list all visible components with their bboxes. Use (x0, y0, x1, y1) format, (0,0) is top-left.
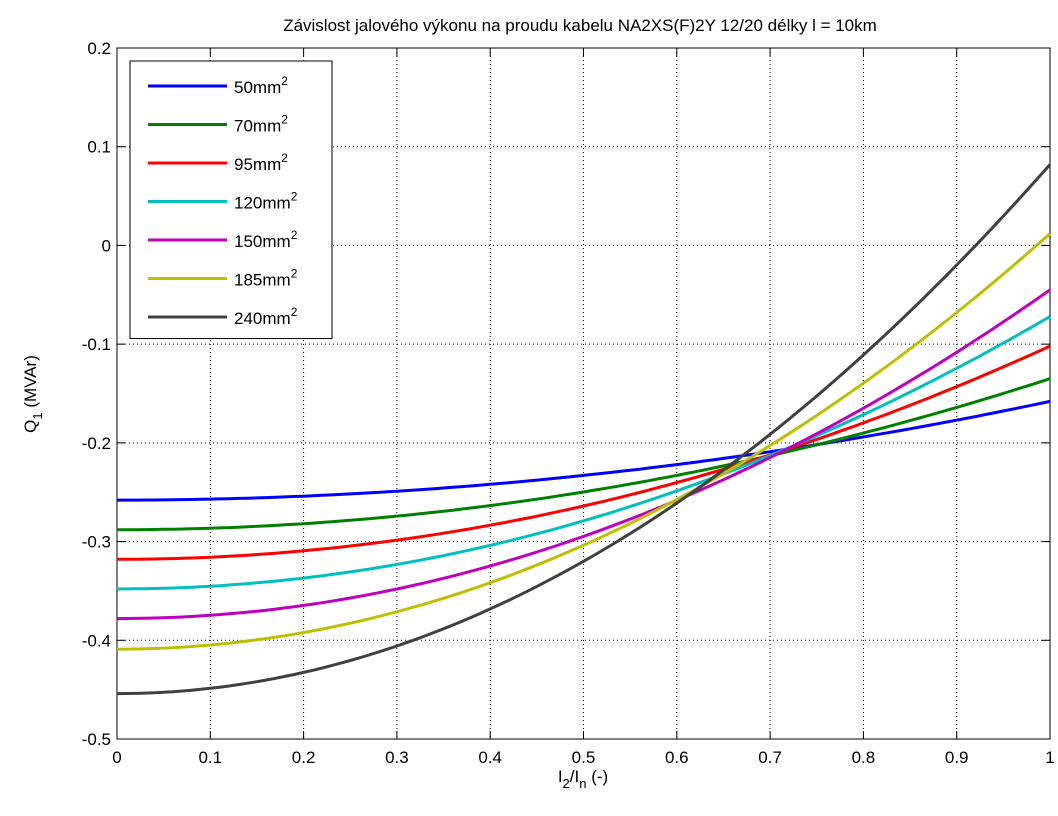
legend-label: 150mm2 (234, 228, 298, 251)
legend-box (129, 60, 333, 339)
series-line (117, 344, 1051, 561)
x-tick-label: 1 (1045, 748, 1054, 767)
x-tick-label: 0.1 (198, 748, 222, 767)
series-line (117, 377, 1051, 532)
x-tick-label: 0.6 (665, 748, 689, 767)
legend: 50mm2 70mm2 95mm2 120mm2 150mm2 185mm2 240mm2 (129, 60, 333, 339)
y-tick-label: -0.5 (82, 730, 111, 749)
y-tick-label: 0.2 (87, 39, 111, 58)
y-tick-label: -0.2 (82, 434, 111, 453)
ticks: 0 0.1 0.2 0.3 0.4 0.5 0.6 0.7 0.8 0.9 1 -0.5 -0.4 -0.… (82, 39, 1055, 767)
legend-label: 95mm2 (234, 151, 288, 174)
legend-label: 240mm2 (234, 305, 298, 328)
y-tick-label: -0.3 (82, 533, 111, 552)
x-tick-label: 0.4 (478, 748, 502, 767)
x-tick-label: 0.7 (758, 748, 782, 767)
series-lines (116, 163, 1052, 696)
y-tick-label: -0.1 (82, 335, 111, 354)
y-tick-label: -0.4 (82, 631, 111, 650)
x-tick-label: 0.9 (945, 748, 969, 767)
legend-label: 50mm2 (234, 74, 288, 97)
y-tick-label: 0.1 (87, 138, 111, 157)
x-tick-label: 0.2 (292, 748, 316, 767)
legend-label: 185mm2 (234, 267, 298, 290)
series-line (116, 315, 1051, 591)
series-line (116, 288, 1051, 621)
legend-label: 120mm2 (234, 190, 298, 213)
x-tick-label: 0.8 (852, 748, 876, 767)
series-line (116, 232, 1051, 651)
x-tick-label: 0.5 (572, 748, 596, 767)
x-tick-label: 0.3 (385, 748, 409, 767)
x-axis-label: I2/In (-) (558, 767, 608, 791)
y-tick-label: 0 (102, 236, 111, 255)
x-tick-label: 0 (112, 748, 121, 767)
series-line (117, 399, 1051, 502)
legend-label: 70mm2 (234, 113, 288, 136)
chart-title: Závislost jalového výkonu na proudu kabe… (283, 16, 877, 35)
y-axis-label: Q1 (MVAr) (21, 355, 45, 433)
series-line (116, 163, 1052, 696)
